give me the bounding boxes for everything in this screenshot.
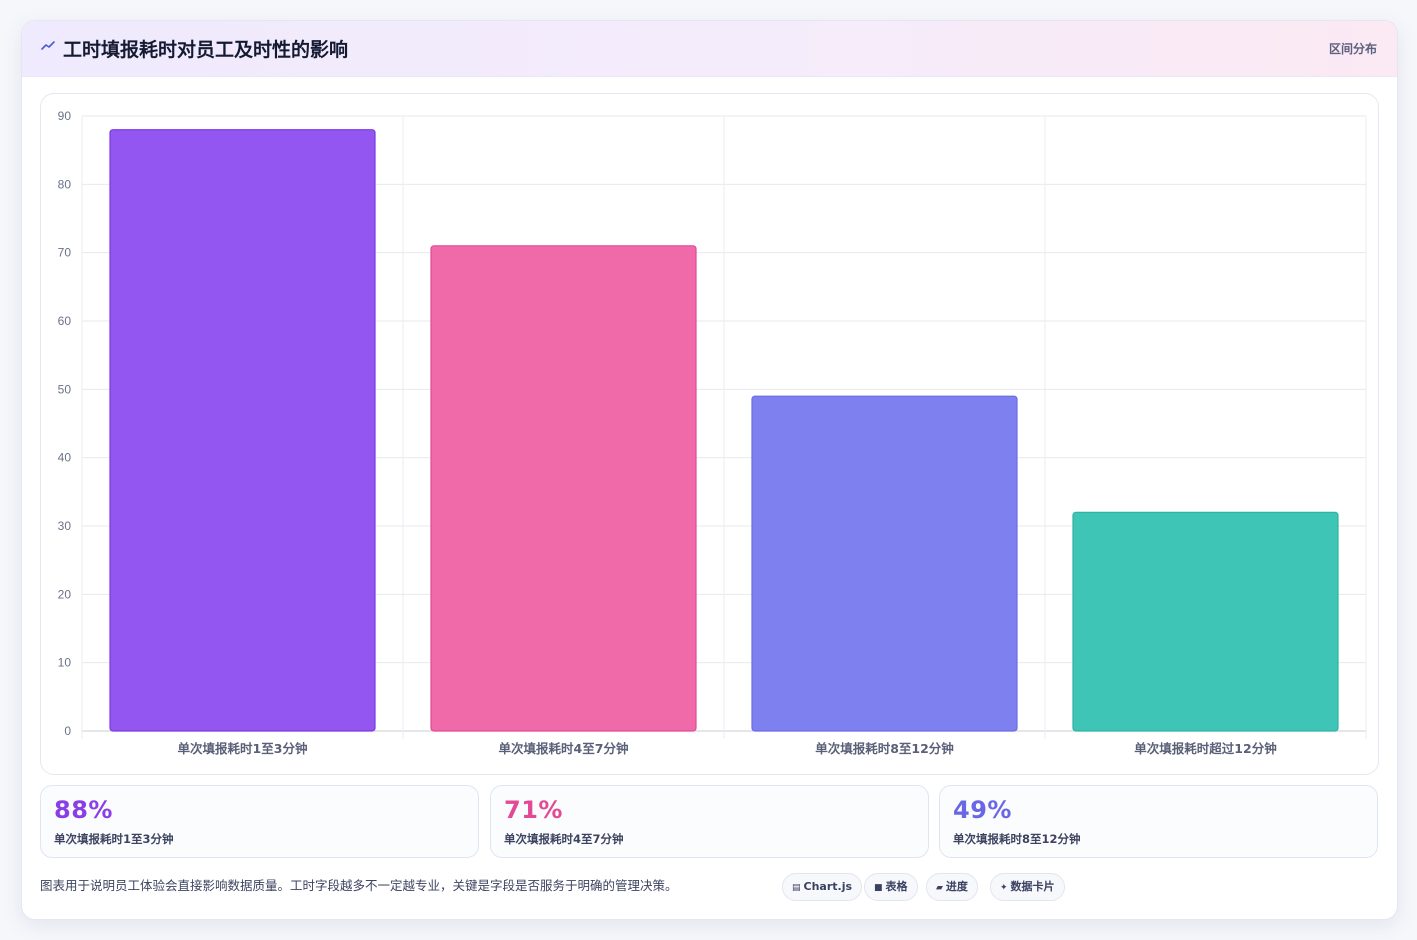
stat-card: 49% 单次填报耗时8至12分钟 [939,785,1378,858]
stat-label: 单次填报耗时1至3分钟 [54,832,174,846]
y-tick-label: 90 [58,109,72,123]
stat-card: 88% 单次填报耗时1至3分钟 [40,785,479,858]
stat-value: 71% [504,796,563,824]
pill-chartjs[interactable]: ▤ Chart.js [782,873,863,901]
bar [751,395,1018,732]
y-tick-label: 70 [58,246,72,260]
y-tick-label: 30 [58,519,72,533]
pill-label: 数据卡片 [1010,880,1055,893]
pill-data-card[interactable]: ✦ 数据卡片 [990,873,1065,901]
y-tick-label: 80 [58,177,72,191]
x-tick-label: 单次填报耗时4至7分钟 [499,741,629,756]
chart-panel: 0 10 20 30 40 50 60 70 80 90 单次填报耗时1至3分钟 单次填报耗时4至7分… [40,93,1379,775]
pill-label: 表格 [885,880,908,893]
y-tick-label: 0 [64,724,71,738]
stat-label: 单次填报耗时4至7分钟 [504,832,624,846]
bar [1072,511,1339,732]
y-tick-label: 40 [58,451,72,465]
stat-card: 71% 单次填报耗时4至7分钟 [490,785,929,858]
x-tick-label: 单次填报耗时1至3分钟 [178,741,308,756]
stat-value: 49% [953,796,1012,824]
x-tick-label: 单次填报耗时8至12分钟 [815,741,954,756]
y-tick-label: 10 [58,656,72,670]
progress-icon: ▰ [936,883,943,893]
pill-label: 进度 [945,880,968,893]
card-header: 工时填报耗时对员工及时性的影响 区间分布 [22,21,1397,77]
y-tick-label: 20 [58,587,72,601]
trend-line-icon [41,41,55,50]
bar [430,245,697,732]
pill-table[interactable]: ■ 表格 [864,873,918,901]
footnote: 图表用于说明员工体验会直接影响数据质量。工时字段越多不一定越专业，关键是字段是否… [40,878,678,893]
bar-chart: 0 10 20 30 40 50 60 70 80 90 单次填报耗时1至3分钟 单次填报耗时4至7分… [58,109,1367,756]
stat-cards: 88% 单次填报耗时1至3分钟 71% 单次填报耗时4至7分钟 49% 单次填报… [40,785,1379,858]
y-tick-label: 60 [58,314,72,328]
stat-label: 单次填报耗时8至12分钟 [953,832,1081,846]
chart-card: 工时填报耗时对员工及时性的影响 区间分布 0 10 20 30 40 50 60 70 80 90… [21,20,1398,920]
pill-progress[interactable]: ▰ 进度 [926,873,978,901]
pill-label: Chart.js [803,880,853,893]
x-tick-label: 单次填报耗时超过12分钟 [1134,741,1276,756]
sparkle-icon: ✦ [1000,883,1008,893]
bar [109,129,376,732]
distribution-tag: 区间分布 [1328,42,1377,56]
y-tick-label: 50 [58,382,72,396]
chart-icon: ▤ [792,883,801,893]
card-title: 工时填报耗时对员工及时性的影响 [63,39,349,61]
stat-value: 88% [54,796,113,824]
table-icon: ■ [874,883,883,893]
